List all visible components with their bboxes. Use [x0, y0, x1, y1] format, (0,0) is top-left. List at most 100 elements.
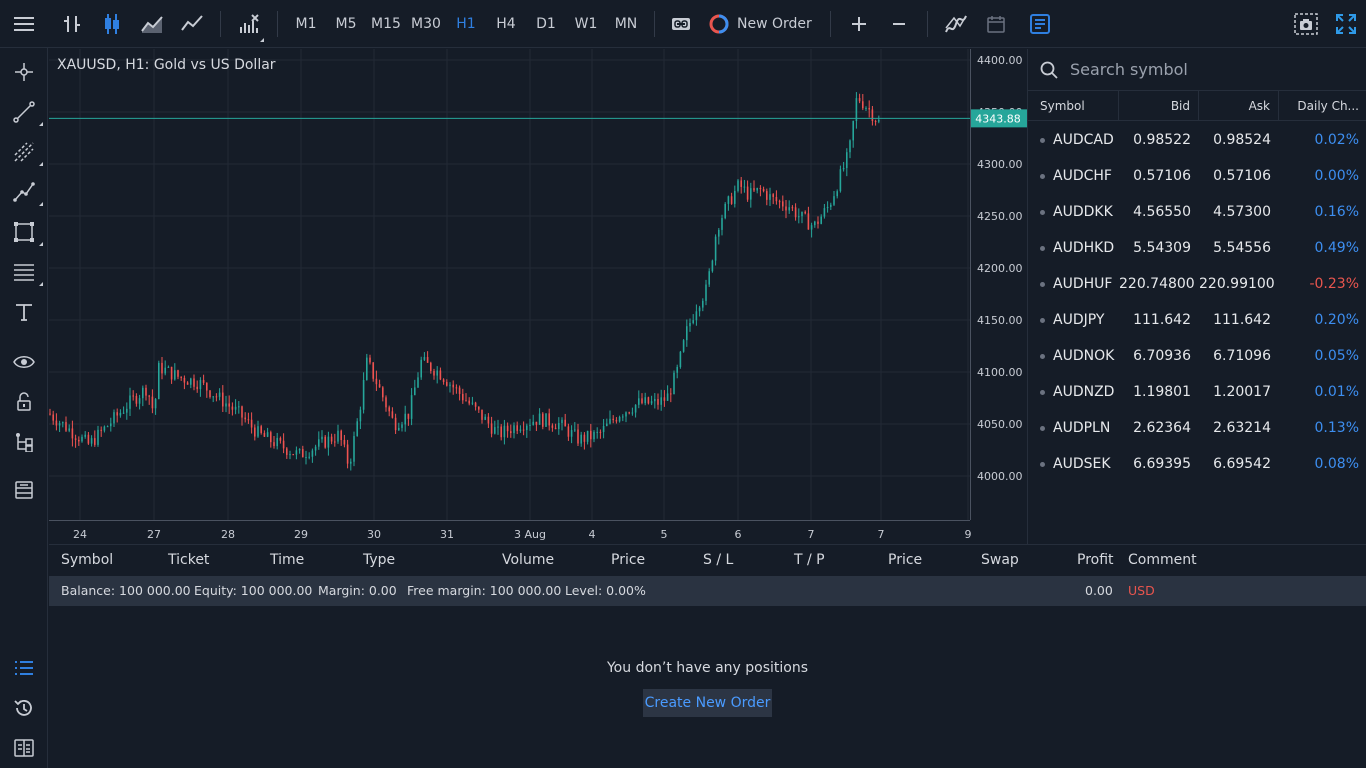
candlestick-chart-icon[interactable] [92, 0, 132, 48]
candle-body [590, 430, 592, 440]
col-ticket[interactable]: Ticket [168, 552, 210, 568]
time-axis-label: 30 [367, 528, 381, 541]
timeframe-d1[interactable]: D1 [536, 15, 556, 32]
lock-icon[interactable] [0, 382, 48, 422]
watchlist-row-audnzd[interactable]: AUDNZD 1.19801 1.20017 0.01% [1028, 374, 1366, 410]
timeframe-mn[interactable]: MN [614, 15, 638, 32]
candle-body [282, 440, 285, 449]
candle-body [423, 357, 426, 360]
candle-body [820, 216, 822, 224]
col-type[interactable]: Type [363, 552, 396, 568]
watchlist-row-audchf[interactable]: AUDCHF 0.57106 0.57106 0.00% [1028, 158, 1366, 194]
col-symbol[interactable]: Symbol [61, 552, 114, 568]
line-chart-icon[interactable] [172, 0, 212, 48]
eye-icon[interactable] [0, 342, 48, 382]
watchlist-row-audnok[interactable]: AUDNOK 6.70936 6.71096 0.05% [1028, 338, 1366, 374]
candle-body [878, 119, 880, 122]
fullscreen-icon[interactable] [1326, 0, 1366, 48]
col-swap[interactable]: Swap [981, 552, 1019, 568]
candle-body [468, 400, 470, 404]
candle-body [788, 207, 790, 211]
candle-body [286, 448, 288, 455]
indicators-icon[interactable] [229, 0, 269, 48]
col-profit[interactable]: Profit [1077, 552, 1114, 568]
header-daily-change[interactable]: Daily Ch... [1297, 98, 1359, 113]
trade-panel-icon[interactable] [1016, 0, 1064, 48]
daily-change-value: 0.49% [1314, 240, 1359, 256]
zoom-out-icon[interactable] [879, 0, 919, 48]
timeframe-h1[interactable]: H1 [456, 15, 476, 32]
header-symbol[interactable]: Symbol [1028, 90, 1119, 121]
timeframe-m1[interactable]: M1 [295, 15, 317, 32]
parallel-channel-icon[interactable] [0, 132, 48, 172]
menu-icon[interactable] [0, 0, 48, 48]
timeframe-m5[interactable]: M5 [335, 15, 357, 32]
watchlist-row-audcad[interactable]: AUDCAD 0.98522 0.98524 0.02% [1028, 122, 1366, 158]
watchlist-row-audjpy[interactable]: AUDJPY 111.642 111.642 0.20% [1028, 302, 1366, 338]
layers-icon[interactable] [0, 470, 48, 510]
watchlist-header: Symbol Bid Ask Daily Ch... [1028, 90, 1366, 121]
candle-body [212, 396, 214, 398]
candle-body [94, 438, 96, 445]
rectangle-icon[interactable] [0, 212, 48, 252]
search-input[interactable] [1070, 60, 1330, 79]
col-tp[interactable]: T / P [794, 552, 825, 568]
object-tree-icon[interactable] [0, 422, 48, 462]
create-new-order-button[interactable]: Create New Order [643, 689, 772, 717]
text-tool-icon[interactable] [0, 292, 48, 332]
watchlist-row-auddkk[interactable]: AUDDKK 4.56550 4.57300 0.16% [1028, 194, 1366, 230]
candle-body [823, 208, 826, 217]
header-bid[interactable]: Bid [1119, 90, 1199, 121]
link-icon[interactable] [663, 0, 699, 48]
candle-body [385, 397, 387, 408]
header-ask[interactable]: Ask [1199, 90, 1279, 121]
timeframe-h4[interactable]: H4 [496, 15, 516, 32]
screenshot-icon[interactable] [1286, 0, 1326, 48]
col-price[interactable]: Price [611, 552, 646, 568]
timeframe-m15[interactable]: M15 [371, 15, 401, 32]
candle-body [455, 387, 458, 389]
col-sl[interactable]: S / L [703, 552, 734, 568]
col-time[interactable]: Time [270, 552, 305, 568]
history-icon[interactable] [0, 688, 48, 728]
watchlist-row-audhuf[interactable]: AUDHUF 220.74800 220.99100 -0.23% [1028, 266, 1366, 302]
watchlist-row-audhkd[interactable]: AUDHKD 5.54309 5.54556 0.49% [1028, 230, 1366, 266]
chart-settings-icon[interactable] [936, 0, 976, 48]
trend-line-icon[interactable] [0, 92, 48, 132]
candle-body [410, 395, 413, 419]
candle-body [554, 427, 557, 430]
calendar-icon[interactable] [976, 0, 1016, 48]
crosshair-icon[interactable] [0, 52, 48, 92]
watchlist-row-audpln[interactable]: AUDPLN 2.62364 2.63214 0.13% [1028, 410, 1366, 446]
candle-body [622, 416, 624, 418]
watchlist-row-audsek[interactable]: AUDSEK 6.69395 6.69542 0.08% [1028, 446, 1366, 482]
col-current-price[interactable]: Price [888, 552, 923, 568]
col-comment[interactable]: Comment [1128, 552, 1197, 568]
margin-level-value: Level: 0.00% [565, 583, 646, 598]
daily-change-value: 0.13% [1314, 420, 1359, 436]
price-chart[interactable]: 4400.004350.004300.004250.004200.004150.… [49, 49, 1027, 544]
candle-body [852, 121, 854, 141]
candlestick-chart[interactable]: 4400.004350.004300.004250.004200.004150.… [49, 49, 1027, 544]
candle-body [612, 418, 614, 421]
candle-body [561, 419, 563, 424]
positions-list-icon[interactable] [0, 648, 48, 688]
candle-body [865, 107, 867, 109]
candle-body [135, 395, 138, 404]
col-volume[interactable]: Volume [502, 552, 555, 568]
new-order-button[interactable]: New Order [699, 0, 822, 48]
bid-value: 6.69395 [1133, 456, 1191, 472]
area-chart-icon[interactable] [132, 0, 172, 48]
bar-chart-icon[interactable] [52, 0, 92, 48]
polyline-icon[interactable] [0, 172, 48, 212]
candle-body [478, 406, 480, 410]
timeframe-w1[interactable]: W1 [574, 15, 598, 32]
symbol-name: AUDNZD [1053, 384, 1115, 400]
timeframe-m30[interactable]: M30 [411, 15, 441, 32]
candle-body [177, 370, 179, 377]
journal-icon[interactable] [0, 728, 48, 768]
zoom-in-icon[interactable] [839, 0, 879, 48]
fibonacci-icon[interactable] [0, 252, 48, 292]
candle-body [535, 421, 538, 425]
time-axis-label: 4 [589, 528, 596, 541]
